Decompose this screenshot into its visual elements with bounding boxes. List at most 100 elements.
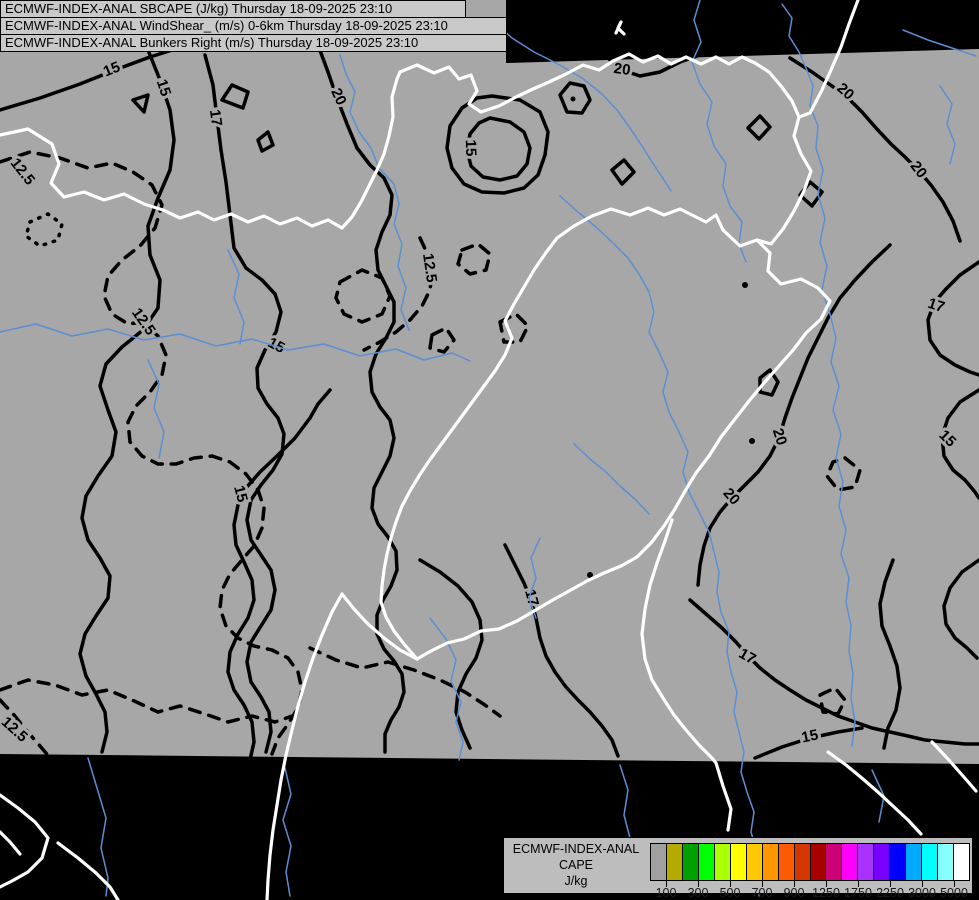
- contour-line: [696, 243, 892, 587]
- contour-line-dashed: [308, 646, 502, 718]
- coastline: [0, 793, 50, 889]
- legend-swatch: [841, 843, 859, 881]
- legend-tick-value: 1250: [812, 886, 840, 900]
- contour-ring-dashed: [334, 268, 392, 324]
- legend-swatch: [937, 843, 955, 881]
- legend-tick: [729, 881, 731, 887]
- legend-swatch: [745, 843, 763, 881]
- country-border: [265, 592, 419, 900]
- contour-line-dashed: [362, 236, 434, 352]
- legend-tick: [793, 881, 795, 887]
- contour-line: [926, 260, 979, 377]
- river: [339, 54, 410, 331]
- country-border: [640, 518, 733, 832]
- river: [87, 757, 109, 897]
- country-border: [930, 740, 978, 793]
- map-title-line-3: ECMWF-INDEX-ANAL Bunkers Right (m/s) Thu…: [0, 34, 507, 52]
- river: [559, 195, 762, 897]
- contour-ring-dashed: [818, 686, 847, 716]
- legend-tick: [921, 881, 923, 887]
- legend-swatch: [713, 843, 731, 881]
- contour-line-dashed: [0, 698, 54, 762]
- contour-line-dashed: [0, 678, 300, 724]
- legend-title: ECMWF-INDEX-ANAL CAPE J/kg: [504, 841, 648, 889]
- river: [619, 764, 631, 839]
- legend-tick-value: 3000: [908, 886, 936, 900]
- legend-tick-value: 900: [783, 886, 805, 900]
- river: [491, 19, 672, 192]
- legend-tick: [953, 881, 955, 887]
- contour-ring: [465, 116, 532, 182]
- contour-line: [316, 43, 406, 754]
- contour-value-label: 15: [800, 726, 820, 746]
- contour-ring: [558, 81, 592, 115]
- legend-swatch: [697, 843, 715, 881]
- river: [0, 323, 471, 362]
- contour-dot: [742, 282, 748, 288]
- contour-line: [788, 56, 962, 243]
- coastline: [614, 20, 626, 36]
- contour-line: [753, 726, 864, 760]
- river: [528, 537, 541, 619]
- contour-ring-dashed: [428, 326, 456, 354]
- legend-swatch: [761, 843, 779, 881]
- contour-line: [940, 388, 979, 500]
- legend-swatch: [729, 843, 747, 881]
- country-border: [826, 750, 923, 836]
- contour-ring: [610, 158, 636, 186]
- contour-ring: [746, 114, 772, 141]
- legend-swatch: [873, 843, 891, 881]
- country-border: [0, 70, 402, 230]
- contour-ring: [131, 93, 150, 114]
- coastline: [56, 841, 120, 900]
- contour-dot: [749, 438, 755, 444]
- legend-title-line-2: CAPE: [558, 858, 594, 872]
- legend-swatch: [681, 843, 699, 881]
- legend-title-line-3: J/kg: [564, 874, 588, 888]
- legend-swatch: [889, 843, 907, 881]
- legend-tick: [889, 881, 891, 887]
- country-border: [755, 0, 860, 351]
- legend-tick-value: 500: [719, 886, 741, 900]
- country-border: [415, 347, 796, 661]
- legend-scale: 100 300 500 700 900 1250 1750 2250 3000 5000: [650, 843, 971, 900]
- contour-line: [226, 388, 332, 762]
- contour-line: [942, 558, 979, 660]
- legend-tick: [857, 881, 859, 887]
- country-border: [555, 206, 759, 248]
- river: [939, 85, 956, 165]
- legend-tick-value: 1750: [844, 886, 872, 900]
- legend-title-line-1: ECMWF-INDEX-ANAL: [512, 842, 640, 856]
- legend-swatch: [905, 843, 923, 881]
- coastline: [0, 830, 22, 856]
- contour-ring-dotted: [24, 212, 64, 248]
- legend-tick: [665, 881, 667, 887]
- legend-swatch: [825, 843, 843, 881]
- river: [573, 443, 650, 515]
- contour-value-label: 20: [613, 60, 632, 79]
- legend-color-bar: [650, 843, 971, 881]
- contour-ring: [220, 83, 250, 110]
- legend-tick: [761, 881, 763, 887]
- legend-tick-value: 700: [751, 886, 773, 900]
- cape-legend: ECMWF-INDEX-ANAL CAPE J/kg 100 300 500 700 9…: [503, 837, 973, 900]
- legend-tick-value: 2250: [876, 886, 904, 900]
- legend-tick-value: 100: [655, 886, 677, 900]
- river: [691, 0, 747, 263]
- map-outside-area-top: [506, 0, 979, 63]
- contour-ring-dashed: [825, 456, 862, 492]
- contour-dot: [587, 572, 593, 578]
- contour-line-dashed: [0, 150, 304, 756]
- contour-line: [503, 543, 620, 758]
- map-title-line-2: ECMWF-INDEX-ANAL WindShear_ (m/s) 0-6km …: [0, 17, 507, 35]
- river: [817, 169, 856, 747]
- legend-swatch: [793, 843, 811, 881]
- legend-swatch: [857, 843, 875, 881]
- contour-line: [878, 558, 902, 750]
- legend-tick: [825, 881, 827, 887]
- legend-tick: [697, 881, 699, 887]
